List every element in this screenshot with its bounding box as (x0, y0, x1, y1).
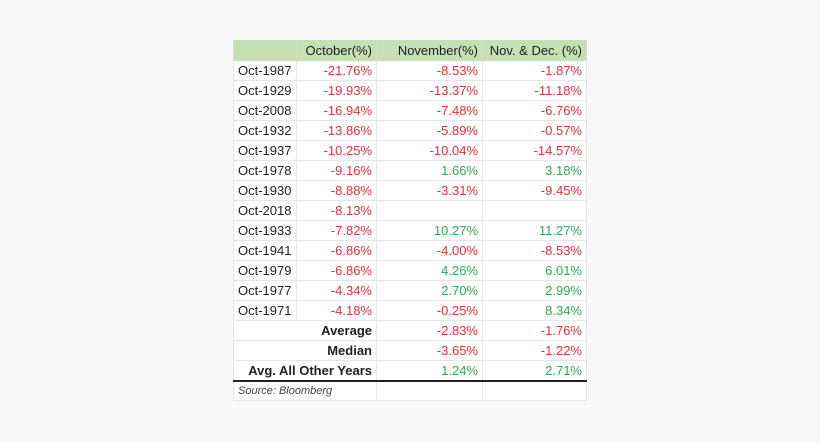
nov-dec-value: -14.57% (482, 140, 587, 161)
row-label: Oct-1971 (233, 300, 297, 321)
row-label: Oct-1941 (233, 240, 297, 261)
nov-dec-value: 2.99% (482, 280, 587, 301)
table-row: Oct-1941 -6.86% -4.00% -8.53% (233, 240, 587, 261)
summary-nov-dec-value: -1.76% (482, 320, 587, 341)
header-blank (233, 40, 297, 61)
october-value: -21.76% (296, 60, 377, 81)
november-value: -3.31% (376, 180, 483, 201)
row-label: Oct-1937 (233, 140, 297, 161)
row-label: Oct-1930 (233, 180, 297, 201)
october-value: -9.16% (296, 160, 377, 181)
header-nov-dec: Nov. & Dec. (%) (482, 40, 587, 61)
summary-nov-dec-value: -1.22% (482, 340, 587, 361)
november-value: 4.26% (376, 260, 483, 281)
october-value: -4.34% (296, 280, 377, 301)
returns-table: October(%) November(%) Nov. & Dec. (%) O… (233, 40, 587, 401)
row-label: Oct-1932 (233, 120, 297, 141)
nov-dec-value: -6.76% (482, 100, 587, 121)
source-note: Source: Bloomberg (233, 380, 377, 401)
october-value: -13.86% (296, 120, 377, 141)
table-row: Oct-1979 -6.86% 4.26% 6.01% (233, 260, 587, 281)
row-label: Oct-2018 (233, 200, 297, 221)
summary-label: Median (233, 340, 377, 361)
header-row: October(%) November(%) Nov. & Dec. (%) (233, 40, 587, 61)
row-label: Oct-2008 (233, 100, 297, 121)
header-october: October(%) (296, 40, 377, 61)
table-row: Oct-1933 -7.82% 10.27% 11.27% (233, 220, 587, 241)
nov-dec-value: 3.18% (482, 160, 587, 181)
october-value: -4.18% (296, 300, 377, 321)
november-value: 2.70% (376, 280, 483, 301)
summary-november-value: -3.65% (376, 340, 483, 361)
nov-dec-value: -0.57% (482, 120, 587, 141)
november-value: -8.53% (376, 60, 483, 81)
summary-label: Average (233, 320, 377, 341)
source-spacer-1 (376, 380, 483, 401)
row-label: Oct-1933 (233, 220, 297, 241)
table-row: Oct-1987 -21.76% -8.53% -1.87% (233, 60, 587, 81)
november-value: -13.37% (376, 80, 483, 101)
summary-row: Average -2.83% -1.76% (233, 320, 587, 341)
nov-dec-value: -11.18% (482, 80, 587, 101)
table-row: Oct-2018 -8.13% (233, 200, 587, 221)
summary-november-value: 1.24% (376, 360, 483, 382)
nov-dec-value: -8.53% (482, 240, 587, 261)
header-november: November(%) (376, 40, 483, 61)
summary-label: Avg. All Other Years (233, 360, 377, 382)
october-value: -10.25% (296, 140, 377, 161)
october-value: -6.86% (296, 240, 377, 261)
table-body: Oct-1987 -21.76% -8.53% -1.87% Oct-1929 -19.9… (233, 60, 587, 382)
table-row: Oct-2008 -16.94% -7.48% -6.76% (233, 100, 587, 121)
table-row: Oct-1929 -19.93% -13.37% -11.18% (233, 80, 587, 101)
table-row: Oct-1978 -9.16% 1.66% 3.18% (233, 160, 587, 181)
nov-dec-value: -1.87% (482, 60, 587, 81)
november-value: 1.66% (376, 160, 483, 181)
row-label: Oct-1977 (233, 280, 297, 301)
returns-table-sheet: October(%) November(%) Nov. & Dec. (%) O… (233, 40, 587, 401)
october-value: -8.88% (296, 180, 377, 201)
row-label: Oct-1987 (233, 60, 297, 81)
source-spacer-2 (482, 380, 587, 401)
row-label: Oct-1978 (233, 160, 297, 181)
november-value: -5.89% (376, 120, 483, 141)
november-value: 10.27% (376, 220, 483, 241)
october-value: -16.94% (296, 100, 377, 121)
nov-dec-value: 11.27% (482, 220, 587, 241)
table-row: Oct-1930 -8.88% -3.31% -9.45% (233, 180, 587, 201)
october-value: -19.93% (296, 80, 377, 101)
november-value: -0.25% (376, 300, 483, 321)
november-value (376, 200, 483, 221)
source-row: Source: Bloomberg (233, 380, 587, 401)
row-label: Oct-1979 (233, 260, 297, 281)
november-value: -7.48% (376, 100, 483, 121)
table-row: Oct-1937 -10.25% -10.04% -14.57% (233, 140, 587, 161)
summary-row: Avg. All Other Years 1.24% 2.71% (233, 360, 587, 382)
table-row: Oct-1932 -13.86% -5.89% -0.57% (233, 120, 587, 141)
summary-row: Median -3.65% -1.22% (233, 340, 587, 361)
nov-dec-value: 6.01% (482, 260, 587, 281)
summary-nov-dec-value: 2.71% (482, 360, 587, 382)
october-value: -8.13% (296, 200, 377, 221)
nov-dec-value (482, 200, 587, 221)
nov-dec-value: -9.45% (482, 180, 587, 201)
november-value: -10.04% (376, 140, 483, 161)
nov-dec-value: 8.34% (482, 300, 587, 321)
row-label: Oct-1929 (233, 80, 297, 101)
november-value: -4.00% (376, 240, 483, 261)
october-value: -6.86% (296, 260, 377, 281)
october-value: -7.82% (296, 220, 377, 241)
summary-november-value: -2.83% (376, 320, 483, 341)
table-row: Oct-1977 -4.34% 2.70% 2.99% (233, 280, 587, 301)
table-row: Oct-1971 -4.18% -0.25% 8.34% (233, 300, 587, 321)
